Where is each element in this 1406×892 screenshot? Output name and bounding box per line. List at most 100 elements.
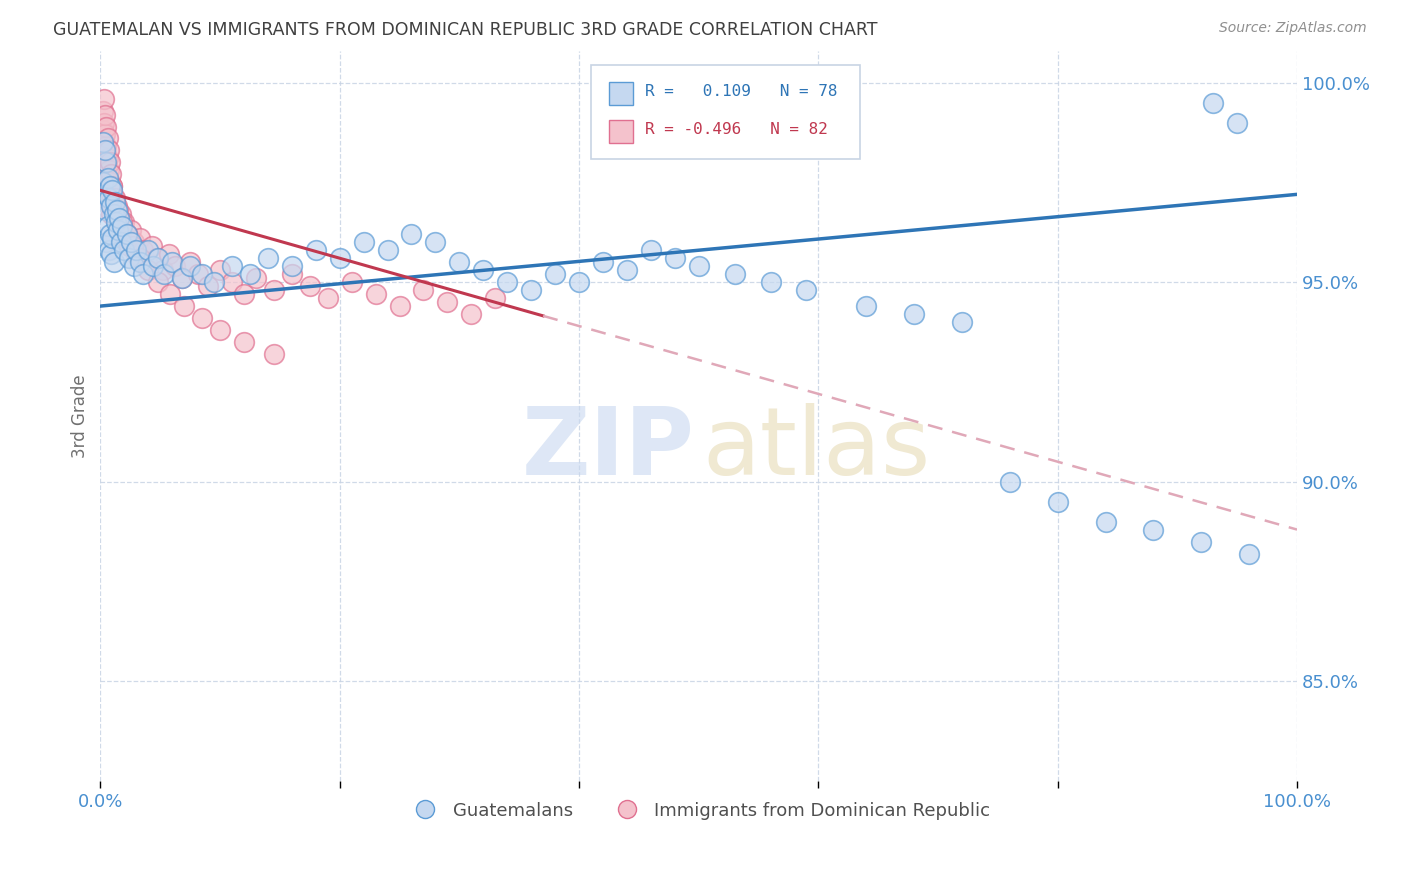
Point xyxy=(340,275,363,289)
Point xyxy=(221,259,243,273)
Point xyxy=(496,275,519,289)
Bar xyxy=(609,82,633,105)
Point xyxy=(152,267,174,281)
Point xyxy=(187,267,209,281)
Point xyxy=(96,139,118,153)
Point xyxy=(111,219,134,234)
Point xyxy=(159,287,181,301)
Point xyxy=(1202,95,1225,110)
Point xyxy=(115,227,138,242)
Point xyxy=(97,244,120,258)
Point xyxy=(125,247,148,261)
Point xyxy=(103,255,125,269)
Point xyxy=(96,160,118,174)
Point xyxy=(263,283,285,297)
Point xyxy=(245,271,267,285)
Point xyxy=(950,315,973,329)
Point xyxy=(520,283,543,297)
Point xyxy=(96,235,118,250)
Point xyxy=(97,163,120,178)
Point xyxy=(100,168,122,182)
Point xyxy=(179,259,201,273)
Point xyxy=(759,275,782,289)
Point xyxy=(170,271,193,285)
Point xyxy=(132,267,155,281)
Point xyxy=(146,275,169,289)
Point xyxy=(98,175,121,189)
Point xyxy=(97,183,120,197)
Point xyxy=(128,251,150,265)
Point xyxy=(364,287,387,301)
Point xyxy=(105,199,128,213)
Point xyxy=(110,235,132,250)
Point xyxy=(377,244,399,258)
Point xyxy=(103,191,125,205)
Point xyxy=(100,207,122,221)
Point xyxy=(111,215,134,229)
Point xyxy=(96,171,118,186)
Point xyxy=(163,259,186,273)
Point xyxy=(111,219,134,234)
Point xyxy=(96,152,118,166)
Text: ZIP: ZIP xyxy=(522,402,695,495)
Point xyxy=(121,239,143,253)
Point xyxy=(108,211,131,226)
Point xyxy=(316,291,339,305)
Point xyxy=(170,271,193,285)
Point xyxy=(107,223,129,237)
Point xyxy=(436,295,458,310)
Point xyxy=(112,244,135,258)
Point xyxy=(100,199,122,213)
Point xyxy=(108,223,131,237)
Point xyxy=(281,259,304,273)
Point xyxy=(173,299,195,313)
Point xyxy=(1189,534,1212,549)
Point xyxy=(388,299,411,313)
Point xyxy=(121,223,143,237)
Point xyxy=(98,227,121,242)
Point xyxy=(105,203,128,218)
Point xyxy=(128,255,150,269)
Point xyxy=(233,334,256,349)
Point xyxy=(152,263,174,277)
Point xyxy=(796,283,818,297)
Point xyxy=(107,211,129,226)
Point xyxy=(93,187,115,202)
Point xyxy=(449,255,471,269)
Point xyxy=(208,263,231,277)
Point xyxy=(1237,547,1260,561)
Point xyxy=(118,239,141,253)
Point xyxy=(91,175,114,189)
Point xyxy=(1094,515,1116,529)
Point xyxy=(125,244,148,258)
Point xyxy=(353,235,375,250)
Point xyxy=(98,195,121,210)
Point xyxy=(104,203,127,218)
Point xyxy=(568,275,591,289)
Point xyxy=(136,244,159,258)
Point xyxy=(104,215,127,229)
Point xyxy=(1226,115,1249,129)
Point xyxy=(121,235,143,250)
Point xyxy=(1046,494,1069,508)
Point xyxy=(91,136,114,150)
Point xyxy=(94,147,117,161)
Point xyxy=(101,183,124,197)
Point xyxy=(100,187,122,202)
Point xyxy=(103,207,125,221)
Point xyxy=(329,251,352,265)
Point xyxy=(179,255,201,269)
Point xyxy=(94,144,117,158)
Point xyxy=(191,267,214,281)
Point xyxy=(104,195,127,210)
Point xyxy=(998,475,1021,489)
Point xyxy=(112,231,135,245)
Point xyxy=(723,267,745,281)
Point xyxy=(122,259,145,273)
Point xyxy=(94,203,117,218)
Point xyxy=(107,203,129,218)
Point xyxy=(616,263,638,277)
Point xyxy=(104,191,127,205)
Text: R = -0.496   N = 82: R = -0.496 N = 82 xyxy=(645,121,828,136)
Point xyxy=(115,227,138,242)
